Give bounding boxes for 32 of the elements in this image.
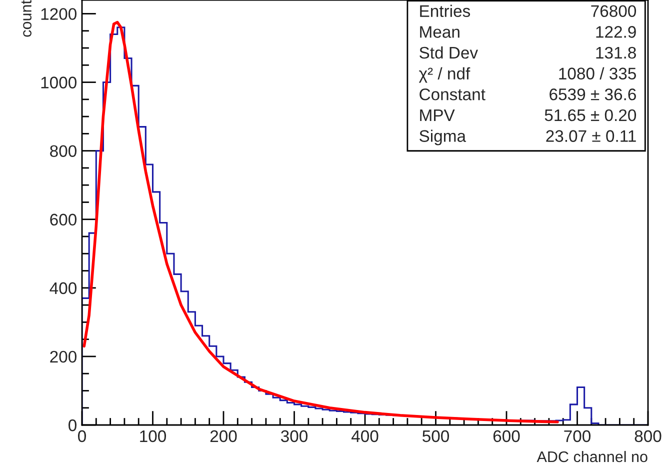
annotation: 131.8: [596, 46, 636, 59]
x-tick-label: 200: [210, 430, 237, 442]
x-tick-label: 400: [351, 430, 378, 442]
y-tick-label: 600: [50, 214, 76, 226]
annotation: 6539 ± 36.6: [550, 88, 636, 100]
x-axis-title: ADC channel no: [536, 450, 648, 462]
annotation: Sigma: [420, 130, 466, 146]
annotation: 122.9: [596, 26, 636, 38]
x-tick-label: 100: [140, 430, 166, 442]
annotation: Mean: [420, 26, 460, 38]
x-tick-label: 600: [493, 430, 520, 442]
annotation: Std Dev: [420, 46, 478, 59]
annotation: 51.65 ± 0.20: [544, 109, 636, 122]
y-tick-label: 400: [50, 282, 76, 294]
x-tick-label: 800: [634, 430, 662, 442]
x-tick-label: 300: [280, 430, 308, 442]
annotation: Constant: [420, 88, 486, 100]
annotation: 76800: [591, 5, 636, 18]
y-tick-label: 800: [50, 145, 76, 158]
x-tick-label: 700: [564, 430, 591, 442]
annotation: 23.07 ± 0.11: [546, 130, 636, 142]
annotation: 1080 / 335: [559, 67, 636, 80]
annotation: MPV: [420, 110, 455, 121]
y-tick-label: 1200: [41, 8, 76, 20]
y-axis-title: count: [21, 0, 32, 37]
x-tick-label: 0: [78, 430, 86, 442]
annotation: χ² / ndf: [418, 67, 470, 83]
annotation: Entries: [420, 4, 470, 18]
y-tick-label: 0: [68, 419, 76, 432]
y-tick-label: 200: [50, 350, 76, 363]
y-tick-label: 1000: [41, 76, 76, 88]
x-tick-label: 500: [422, 430, 450, 442]
